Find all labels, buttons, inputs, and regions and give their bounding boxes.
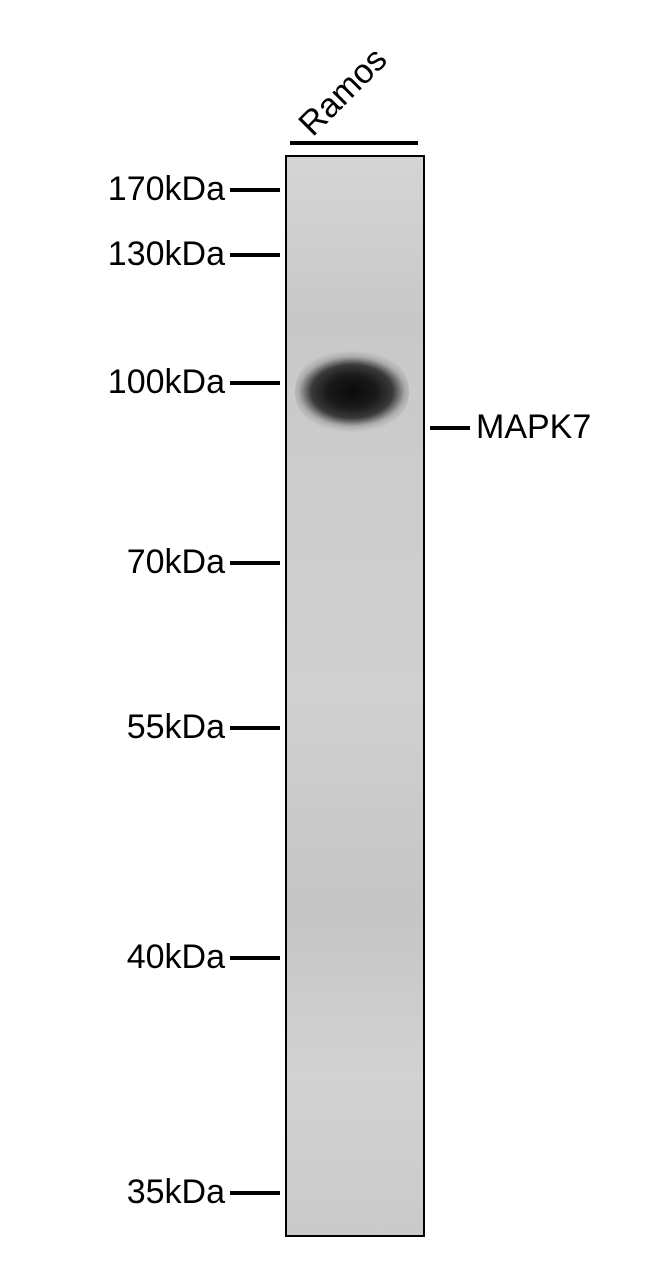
- blot-lane: [285, 155, 425, 1237]
- lane-underline: [290, 141, 418, 145]
- mw-label-35: 35kDa: [127, 1173, 225, 1212]
- target-label: MAPK7: [476, 408, 591, 447]
- mw-label-100: 100kDa: [108, 363, 225, 402]
- lane-label: Ramos: [291, 40, 395, 144]
- mw-label-40: 40kDa: [127, 938, 225, 977]
- mw-tick-170: [230, 188, 280, 192]
- mw-label-55: 55kDa: [127, 708, 225, 747]
- mw-label-170: 170kDa: [108, 170, 225, 209]
- mw-tick-70: [230, 561, 280, 565]
- mw-tick-40: [230, 956, 280, 960]
- target-band: [295, 346, 409, 438]
- mw-tick-35: [230, 1191, 280, 1195]
- mw-label-130: 130kDa: [108, 235, 225, 274]
- mw-tick-55: [230, 726, 280, 730]
- mw-tick-100: [230, 381, 280, 385]
- mw-label-70: 70kDa: [127, 543, 225, 582]
- target-tick: [430, 426, 470, 430]
- mw-tick-130: [230, 253, 280, 257]
